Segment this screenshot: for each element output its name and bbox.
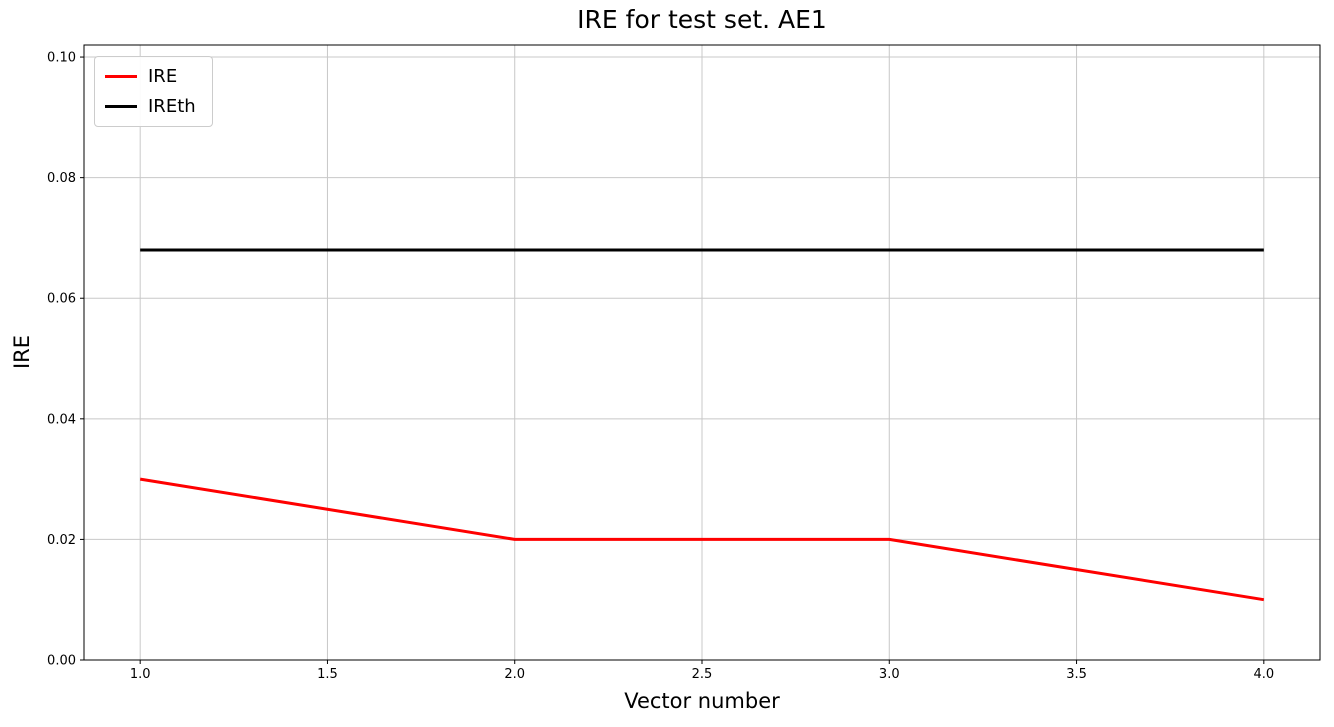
legend-entry-ireth: IREth (105, 96, 196, 117)
legend-label-ire: IRE (148, 66, 178, 87)
y-tick-label: 0.00 (47, 654, 76, 669)
x-axis-label: Vector number (624, 689, 780, 713)
legend-line-sample-ire (105, 75, 137, 78)
x-tick-label: 4.0 (1253, 667, 1274, 682)
x-tick-label: 2.0 (504, 667, 525, 682)
x-tick-label: 3.5 (1066, 667, 1087, 682)
y-tick-label: 0.10 (47, 51, 76, 66)
legend-line-sample-ireth (105, 105, 137, 108)
legend-label-ireth: IREth (148, 96, 196, 117)
y-tick-label: 0.02 (47, 533, 76, 548)
series-line-ire (139, 477, 1265, 602)
y-tick-label: 0.04 (47, 412, 76, 427)
chart-title: IRE for test set. AE1 (577, 5, 827, 34)
x-tick-label: 2.5 (692, 667, 713, 682)
x-tick-label: 1.5 (317, 667, 338, 682)
legend-entry-ire: IRE (105, 66, 196, 87)
y-tick-label: 0.06 (47, 292, 76, 307)
x-tick-label: 3.0 (879, 667, 900, 682)
y-tick-label: 0.08 (47, 171, 76, 186)
x-tick-label: 1.0 (130, 667, 151, 682)
legend: IRE IREth (94, 56, 213, 127)
